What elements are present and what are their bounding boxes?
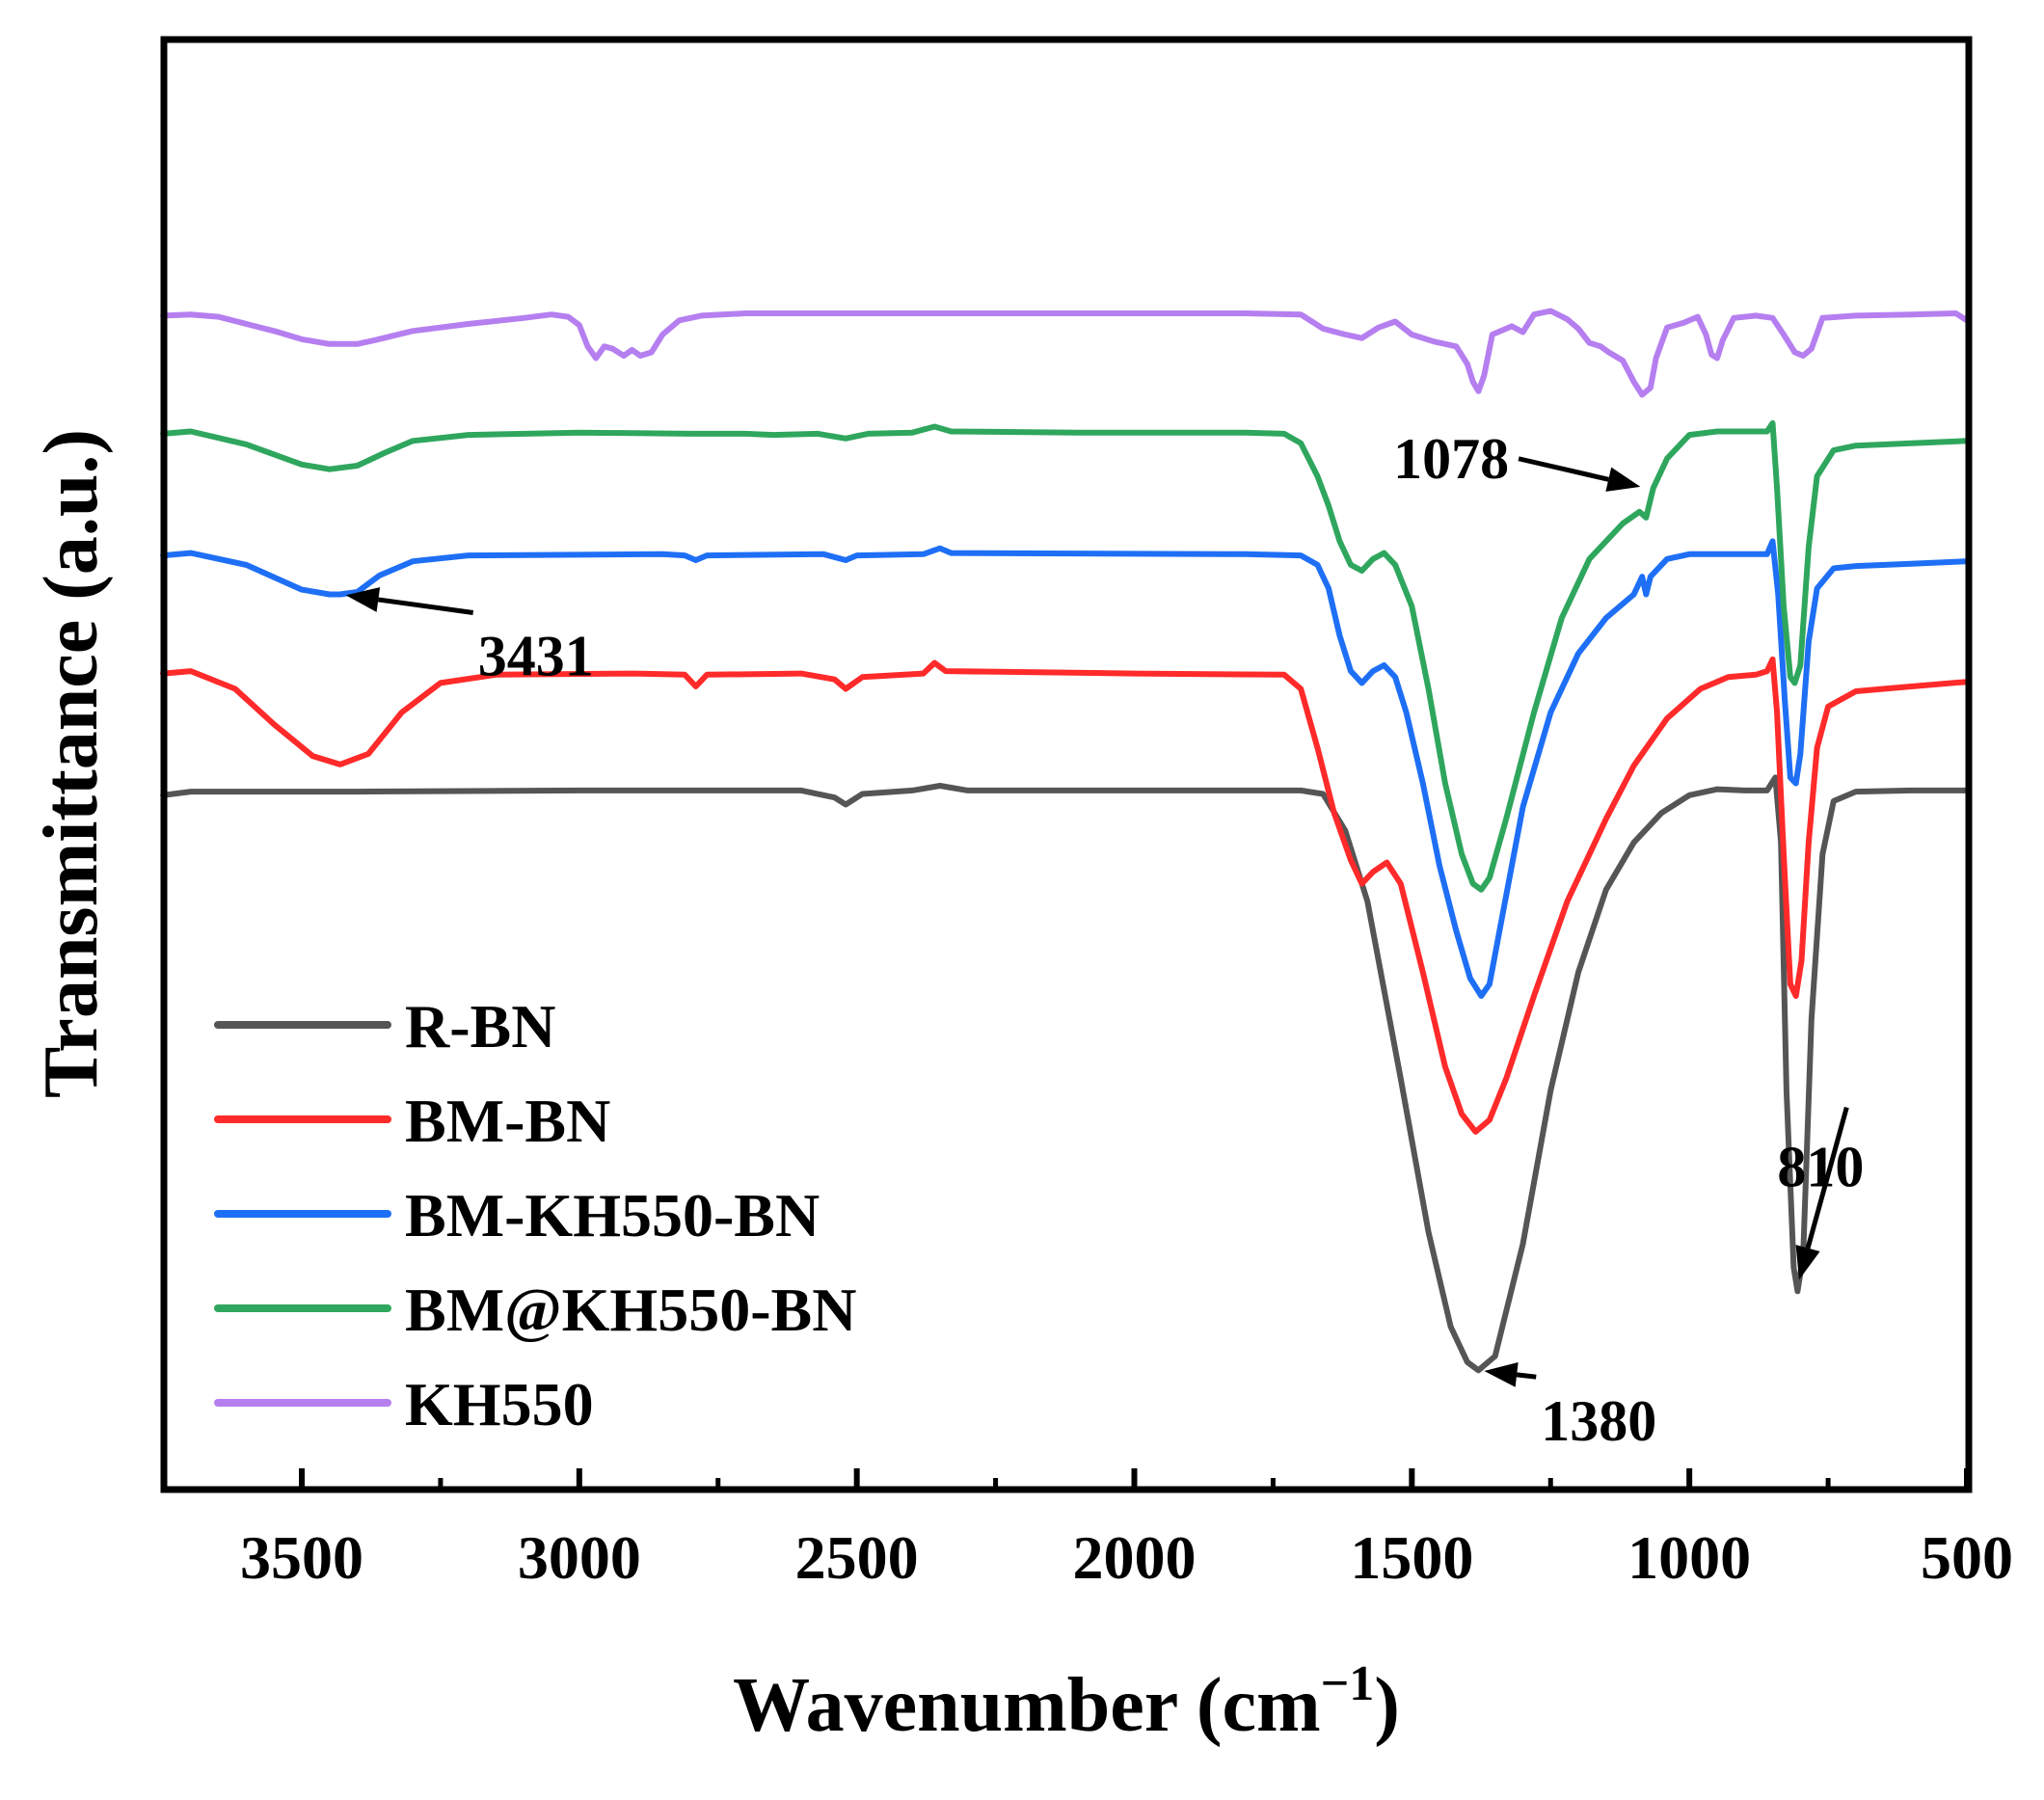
plot-frame xyxy=(160,36,1973,1493)
annotation-arrow-head xyxy=(1795,1245,1820,1280)
x-axis-title-sup: −1 xyxy=(1321,1656,1375,1711)
annotation-label: 810 xyxy=(1777,1136,1864,1199)
legend-label: BM@KH550-BN xyxy=(405,1276,856,1344)
annotations: 3431 1078 1380 810 xyxy=(345,427,1864,1453)
annotation-arrow-head xyxy=(345,587,381,612)
x-tick-label: 500 xyxy=(1921,1523,2013,1592)
legend-label: KH550 xyxy=(405,1370,594,1438)
x-axis-title-main: Wavenumber (cm xyxy=(733,1663,1321,1748)
legend-label: BM-BN xyxy=(405,1087,610,1155)
x-tick-label: 3500 xyxy=(240,1523,363,1592)
series-line-bm-bn xyxy=(160,656,1970,1135)
x-axis-title-end: ) xyxy=(1374,1663,1400,1748)
annotation-arrow-head xyxy=(1484,1361,1519,1387)
annotation-arrow-line xyxy=(1516,1372,1537,1380)
legend-label: BM-KH550-BN xyxy=(405,1181,820,1249)
annotation-arrow-line xyxy=(378,597,474,615)
series-line-kh550 xyxy=(160,308,1970,398)
annotation-arrow-head xyxy=(1605,467,1641,492)
legend-label: R-BN xyxy=(405,992,555,1061)
x-tick-label: 2000 xyxy=(1073,1523,1197,1592)
annotation-arrow-line xyxy=(1518,456,1609,482)
series-line-bm-kh550-bn xyxy=(160,538,1970,999)
series-line-r-bn xyxy=(160,774,1970,1374)
x-tick-label: 2500 xyxy=(795,1523,919,1592)
series-line-bm-kh550-bn xyxy=(160,419,1970,893)
y-axis-title: Transmittance (a.u.) xyxy=(29,429,114,1098)
x-axis-title: Wavenumber (cm−1) xyxy=(733,1656,1400,1748)
x-tick-label: 1500 xyxy=(1350,1523,1473,1592)
x-axis: 3500 3000 2500 2000 1500 1000 500 xyxy=(240,1468,2013,1592)
x-tick-label: 1000 xyxy=(1627,1523,1751,1592)
annotation-label: 3431 xyxy=(478,625,594,688)
legend: R-BN BM-BN BM-KH550-BN BM@KH550-BN KH550 xyxy=(214,992,856,1438)
annotation-label: 1078 xyxy=(1393,427,1509,491)
x-tick-label: 3000 xyxy=(518,1523,641,1592)
annotation-arrow-line xyxy=(1805,1106,1849,1249)
plot-area xyxy=(160,308,1970,1374)
annotation-label: 1380 xyxy=(1541,1389,1656,1453)
